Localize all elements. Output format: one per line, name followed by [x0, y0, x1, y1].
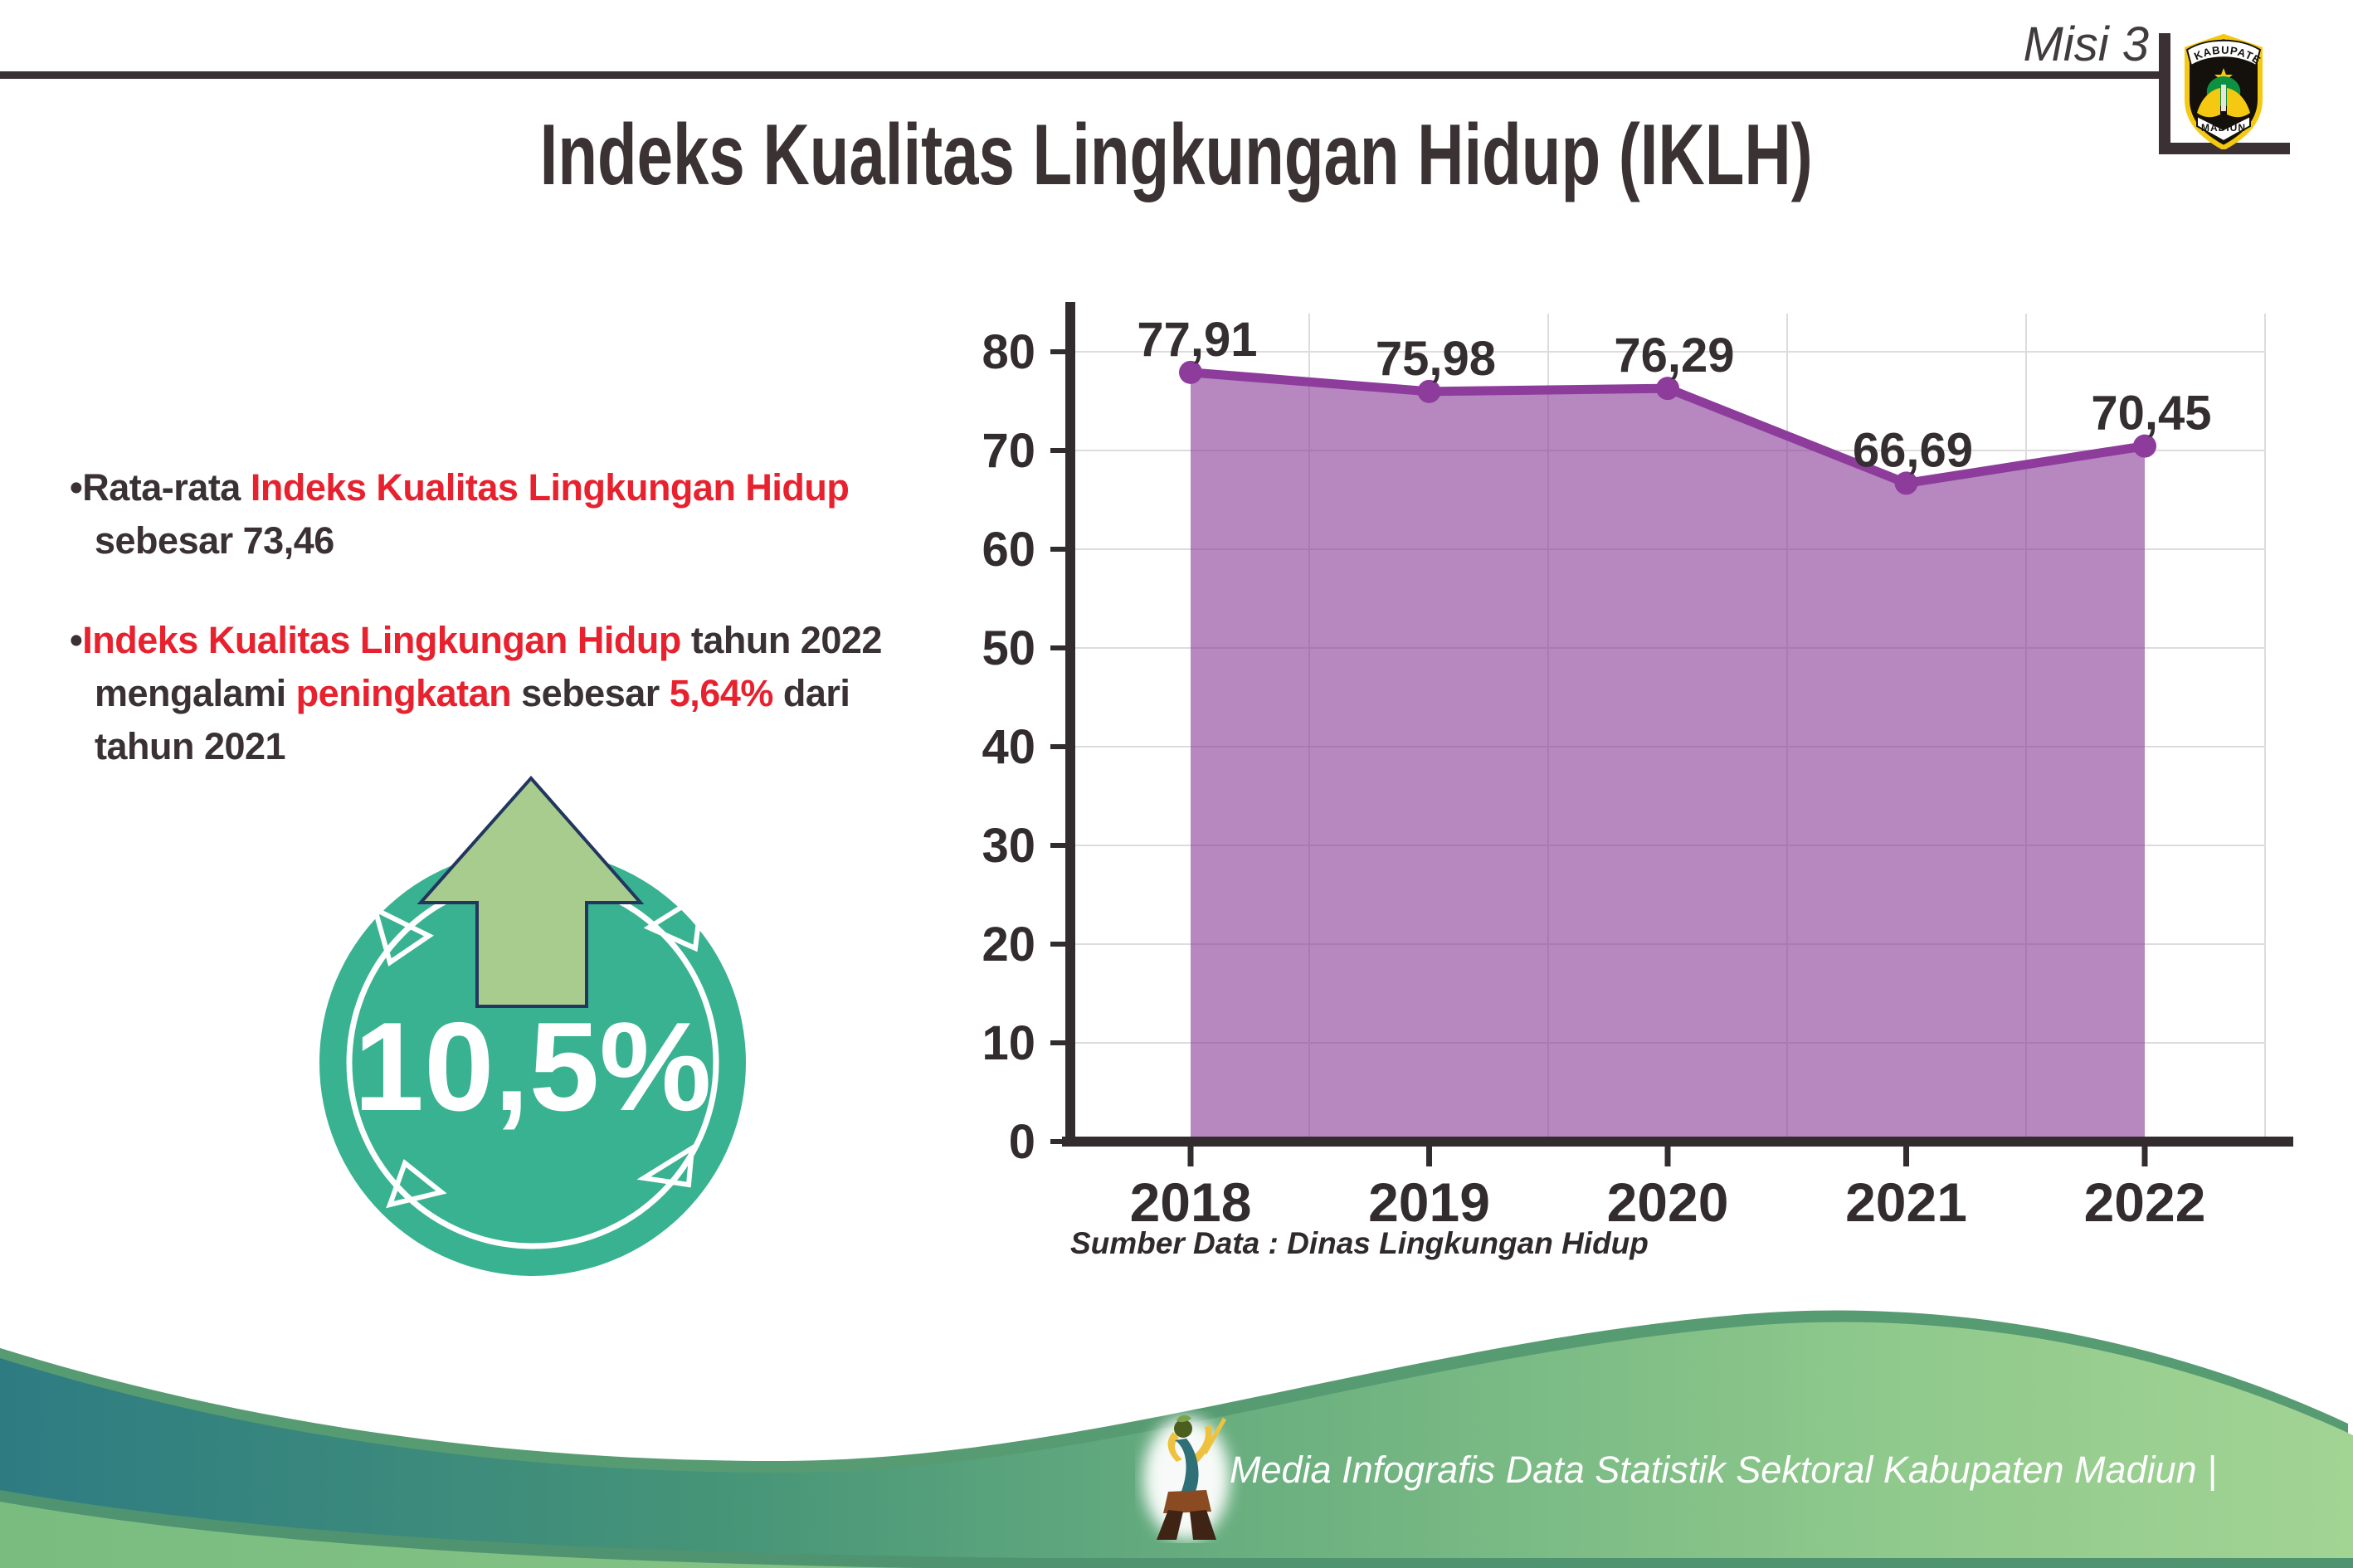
logo-bottom-text: MADIUN	[2201, 122, 2246, 134]
bullet-increase-2022: •Indeks Kualitas Lingkungan Hidup tahun …	[70, 614, 1024, 773]
svg-text:76,29: 76,29	[1614, 329, 1734, 382]
chart-plot: 0 10 20 30 40 50 60 70 80 2018 2019 2020 2021 2022 77,…	[982, 302, 2293, 1233]
misi-label: Misi 3	[2023, 17, 2149, 71]
bullet1-prefix: •Rata-rata	[70, 466, 251, 509]
logo-bracket-vertical	[2159, 33, 2170, 154]
chart-source-note: Sumber Data : Dinas Lingkungan Hidup	[1070, 1226, 1649, 1260]
svg-text:20: 20	[982, 918, 1035, 971]
header-rule	[0, 71, 2159, 79]
svg-text:80: 80	[982, 325, 1035, 379]
logo-bottom-banner	[2196, 114, 2251, 143]
bullet1-highlight: Indeks Kualitas Lingkungan Hidup	[250, 466, 850, 509]
bullet2-red2: peningkatan	[295, 671, 512, 714]
svg-text:0: 0	[1009, 1115, 1035, 1169]
svg-text:75,98: 75,98	[1376, 332, 1496, 386]
bullet-average-iklh: •Rata-rata Indeks Kualitas Lingkungan Hi…	[70, 461, 1024, 567]
badge-sparkles	[371, 889, 705, 1209]
bullet2-dark2: mengalami	[95, 671, 296, 714]
bullet2-red3: 5,64%	[669, 671, 774, 714]
kabupaten-madiun-logo: KABUPATEN MADIUN	[2177, 33, 2263, 149]
svg-text:70,45: 70,45	[2091, 387, 2211, 441]
svg-text:2022: 2022	[2084, 1171, 2206, 1233]
svg-text:2018: 2018	[1130, 1171, 1252, 1233]
svg-text:2020: 2020	[1607, 1171, 1729, 1233]
svg-text:50: 50	[982, 621, 1035, 675]
svg-text:70: 70	[982, 424, 1035, 478]
svg-text:2019: 2019	[1368, 1171, 1490, 1233]
svg-text:30: 30	[982, 819, 1035, 873]
dancer-mascot-icon	[1143, 1415, 1230, 1540]
logo-top-banner	[2185, 39, 2262, 67]
increase-badge: 10,5%	[319, 775, 746, 1276]
logo-keris	[2221, 85, 2226, 111]
bullet-list: •Rata-rata Indeks Kualitas Lingkungan Hi…	[70, 461, 1024, 819]
bullet2-dot: •	[70, 618, 83, 661]
svg-text:66,69: 66,69	[1853, 423, 1973, 477]
logo-wing-right	[2227, 88, 2250, 118]
footer-credit: Media Infografis Data Statistik Sektoral…	[1230, 1449, 2217, 1491]
up-arrow-icon	[417, 775, 645, 1008]
bullet2-dark3: sebesar	[511, 671, 670, 714]
badge-value: 10,5%	[354, 996, 712, 1137]
badge-circle	[319, 850, 746, 1276]
bullet1-line2: sebesar 73,46	[95, 519, 334, 562]
wave-under	[0, 1502, 919, 1568]
underwave-shadow	[0, 1490, 2353, 1568]
svg-text:10: 10	[982, 1016, 1035, 1070]
bullet2-red1: Indeks Kualitas Lingkungan Hidup	[82, 618, 681, 661]
bullet2-dark4: dari	[772, 671, 850, 714]
bullet2-line3: tahun 2021	[95, 724, 286, 767]
svg-text:77,91: 77,91	[1137, 313, 1257, 367]
bullet2-dark1: tahun 2022	[680, 618, 883, 661]
page-title: Indeks Kualitas Lingkungan Hidup (IKLH)	[539, 107, 1814, 203]
svg-text:40: 40	[982, 720, 1035, 774]
svg-text:60: 60	[982, 523, 1035, 577]
logo-wing-left	[2197, 88, 2220, 118]
svg-text:2021: 2021	[1845, 1171, 1967, 1233]
